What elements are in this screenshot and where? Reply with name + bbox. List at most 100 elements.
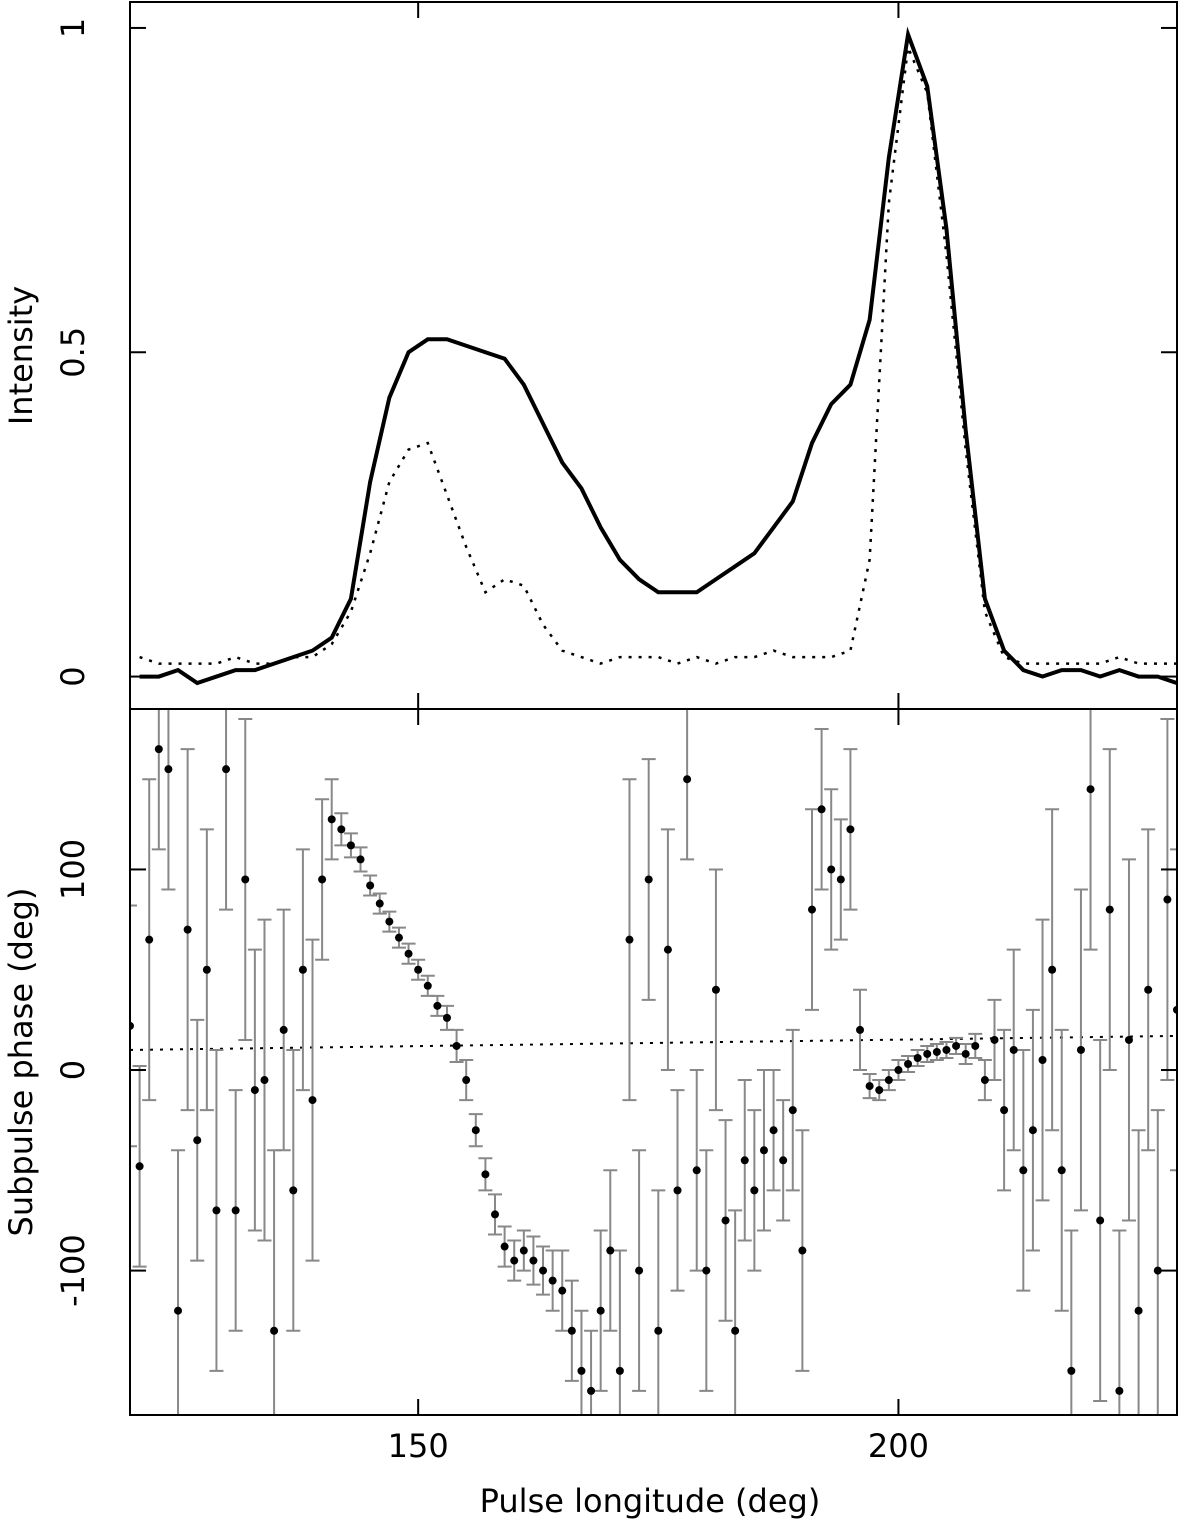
phase-point	[577, 1366, 586, 1375]
phase-point	[683, 775, 692, 784]
phase-point	[1048, 965, 1057, 974]
phase-point	[366, 881, 375, 890]
phase-point	[145, 935, 154, 944]
x-axis-label: Pulse longitude (deg)	[480, 1482, 821, 1520]
phase-point	[375, 899, 384, 908]
phase-point	[750, 1186, 759, 1195]
phase-point	[587, 1386, 596, 1395]
phase-point	[222, 765, 231, 774]
phase-point	[971, 1041, 980, 1050]
phase-point	[836, 875, 845, 884]
error-bar	[1112, 1229, 1127, 1415]
phase-point	[894, 1066, 903, 1075]
phase-point	[904, 1060, 913, 1069]
phase-point	[654, 1326, 663, 1335]
phase-point	[174, 1306, 183, 1315]
phase-point	[779, 1156, 788, 1165]
phase-point	[318, 875, 327, 884]
x-tick-label: 200	[868, 1427, 929, 1465]
phase-point	[394, 933, 403, 942]
phase-point	[1000, 1106, 1009, 1115]
phase-point	[202, 965, 211, 974]
phase-point	[270, 1326, 279, 1335]
phase-point	[932, 1047, 941, 1056]
phase-point	[856, 1025, 865, 1034]
phase-point	[721, 1216, 730, 1225]
y-tick-label: -100	[54, 1234, 92, 1307]
phase-point	[606, 1246, 615, 1255]
phase-point	[635, 1266, 644, 1275]
phase-point	[692, 1166, 701, 1175]
phase-point	[817, 805, 826, 814]
phase-point	[404, 949, 413, 958]
phase-point	[183, 925, 192, 934]
phase-point	[298, 965, 307, 974]
phase-point	[529, 1256, 538, 1265]
phase-point	[279, 1025, 288, 1034]
y-tick-label: 0.5	[54, 327, 92, 378]
phase-point	[539, 1266, 548, 1275]
frame	[129, 708, 1178, 1416]
phase-point	[827, 865, 836, 874]
phase-point	[702, 1266, 711, 1275]
plot-area	[139, 26, 1177, 686]
phase-point	[510, 1256, 519, 1265]
phase-point	[1057, 1166, 1066, 1175]
phase-point	[1124, 1035, 1133, 1044]
phase-point	[1019, 1166, 1028, 1175]
phase-point	[913, 1053, 922, 1062]
phase-point	[1067, 1366, 1076, 1375]
fit-line	[130, 1034, 1177, 1051]
phase-point	[346, 841, 355, 850]
phase-point	[231, 1206, 240, 1215]
phase-point	[308, 1096, 317, 1105]
phase-point	[663, 945, 672, 954]
phase-point	[164, 765, 173, 774]
y-tick-label: 0	[54, 666, 92, 686]
phase-point	[673, 1186, 682, 1195]
phase-point	[327, 815, 336, 824]
phase-point	[1115, 1386, 1124, 1395]
phase-point	[1038, 1055, 1047, 1064]
phase-point	[740, 1156, 749, 1165]
phase-point	[1153, 1266, 1162, 1275]
phase-point	[875, 1086, 884, 1095]
y-tick-label: 0	[54, 1060, 92, 1080]
phase-point	[798, 1246, 807, 1255]
phase-point	[942, 1045, 951, 1054]
phase-point	[558, 1286, 567, 1295]
phase-point	[961, 1049, 970, 1058]
frame	[129, 1, 1178, 710]
phase-point	[596, 1306, 605, 1315]
phase-point	[241, 875, 250, 884]
phase-point	[548, 1276, 557, 1285]
phase-point	[1105, 905, 1114, 914]
phase-point	[433, 1001, 442, 1010]
intensity-line	[139, 26, 1177, 686]
phase-point	[1144, 985, 1153, 994]
phase-point	[519, 1246, 528, 1255]
plot-area	[130, 709, 1177, 1415]
phase-point	[711, 985, 720, 994]
phase-point	[990, 1035, 999, 1044]
phase-point	[865, 1082, 874, 1091]
phase-point	[471, 1126, 480, 1135]
phase-point	[462, 1076, 471, 1085]
y-axis-label: Subpulse phase (deg)	[2, 888, 40, 1237]
phase-point	[1096, 1216, 1105, 1225]
phase-point	[1076, 1045, 1085, 1054]
phase-point	[1009, 1045, 1018, 1054]
phase-point	[884, 1076, 893, 1085]
phase-point	[1163, 895, 1172, 904]
phase-point	[952, 1041, 961, 1050]
phase-point	[385, 917, 394, 926]
y-axis-label: Intensity	[2, 286, 40, 425]
phase-point	[644, 875, 653, 884]
phase-point	[1134, 1306, 1143, 1315]
phase-point	[615, 1366, 624, 1375]
phase-point	[759, 1146, 768, 1155]
x-tick-label: 150	[388, 1427, 449, 1465]
error-bar	[1170, 848, 1177, 1172]
phase-point	[807, 905, 816, 914]
phase-point	[289, 1186, 298, 1195]
